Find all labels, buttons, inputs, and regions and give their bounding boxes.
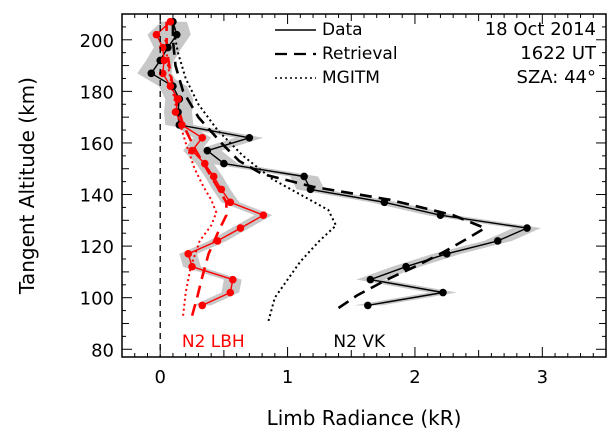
data-point [209, 172, 218, 181]
data-point [188, 146, 196, 155]
info-line: 18 Oct 2014 [485, 19, 596, 40]
uncertainty-band [137, 21, 542, 306]
data-point [439, 288, 447, 297]
data-point [174, 95, 182, 103]
legend: Data Retrieval MGITM [275, 20, 398, 88]
x-tick-label: 3 [537, 367, 548, 388]
data-point [178, 121, 186, 129]
data-point [259, 211, 268, 219]
x-tick-label: 2 [409, 367, 420, 388]
data-point [166, 17, 175, 26]
legend-label: MGITM [322, 68, 380, 88]
data-point [166, 82, 175, 91]
data-point [245, 133, 254, 142]
data-point [380, 198, 389, 207]
data-point [171, 108, 180, 116]
legend-label: Data [322, 20, 363, 40]
data-point [226, 198, 235, 207]
data-point [147, 69, 156, 78]
data-point [226, 288, 235, 297]
data-point [203, 146, 212, 155]
series-line-retrieval [171, 19, 487, 310]
data-point [402, 262, 410, 271]
y-tick-label: 200 [80, 31, 114, 52]
legend-label: Retrieval [322, 44, 398, 64]
x-axis-ticks: 0 1 2 3 [121, 14, 607, 388]
data-point [523, 224, 531, 232]
data-point [200, 159, 209, 168]
data-point [300, 172, 308, 181]
data-point [436, 211, 445, 219]
data-point [184, 250, 193, 258]
data-point [213, 237, 222, 245]
data-point [442, 250, 451, 258]
data-point [493, 237, 502, 245]
x-tick-label: 1 [282, 367, 293, 388]
data-point [172, 30, 181, 39]
data-point [188, 262, 196, 271]
data-point [198, 301, 207, 310]
series-lines [150, 19, 528, 322]
y-tick-label: 180 [80, 82, 114, 103]
data-points [147, 17, 531, 310]
y-axis-label: Tangent Altitude (km) [15, 77, 39, 295]
y-axis-ticks: 80 100 120 140 160 180 200 [80, 13, 606, 361]
data-point [366, 275, 375, 284]
series-annotations: N2 LBH N2 VK [182, 332, 386, 352]
observation-info: 18 Oct 2014 1622 UT SZA: 44° [485, 19, 597, 88]
series-line-model [171, 26, 337, 322]
y-tick-label: 160 [80, 134, 114, 155]
info-line: SZA: 44° [517, 67, 596, 88]
series-label: N2 VK [333, 332, 386, 352]
x-axis-label: Limb Radiance (kR) [267, 406, 462, 430]
data-point [306, 185, 315, 194]
y-tick-label: 120 [80, 237, 114, 258]
data-point [198, 133, 207, 142]
uncertainty-band [147, 21, 273, 306]
data-point [160, 56, 168, 65]
uncertainty-bands [137, 21, 542, 306]
data-point [364, 301, 372, 310]
x-tick-label: 0 [154, 367, 165, 388]
data-point [236, 224, 245, 232]
data-point [220, 159, 228, 168]
y-tick-label: 140 [80, 186, 114, 207]
data-point [229, 275, 237, 284]
y-tick-label: 80 [91, 340, 114, 361]
y-tick-label: 100 [80, 289, 114, 310]
series-label: N2 LBH [182, 332, 245, 352]
data-point [217, 185, 226, 194]
data-point [152, 30, 161, 39]
info-line: 1622 UT [520, 43, 597, 64]
